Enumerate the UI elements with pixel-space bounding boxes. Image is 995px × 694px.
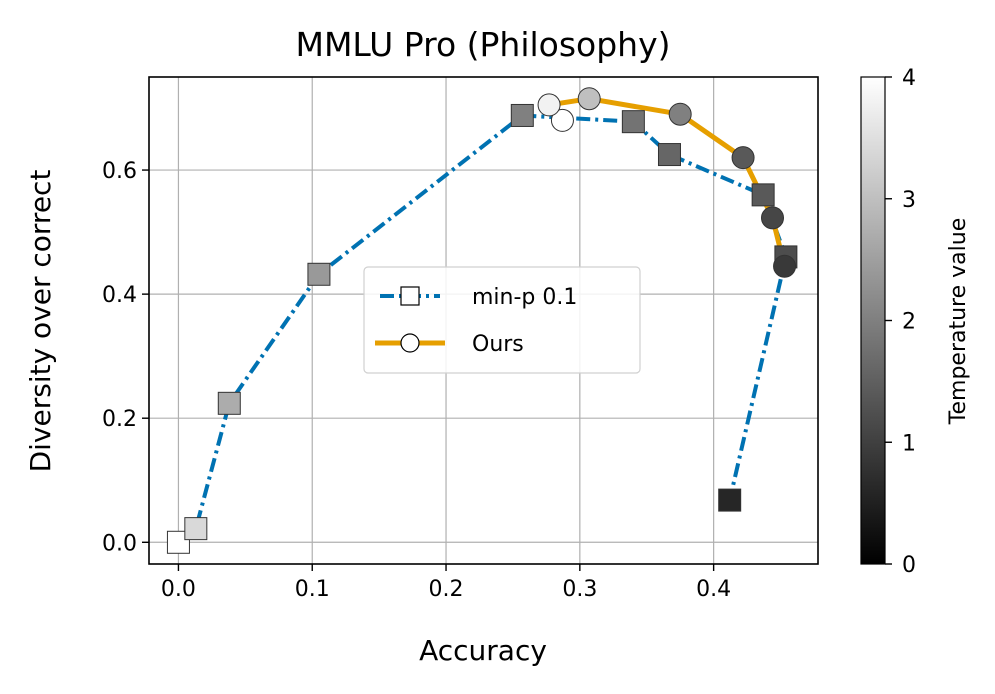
series-0-point [166,530,190,554]
series-1-point [731,146,755,170]
y-tick-label: 0.0 [102,531,137,556]
chart-title: MMLU Pro (Philosophy) [295,25,670,64]
series-0-point [307,262,331,286]
axis-ticks: 0.0 0.1 0.2 0.3 0.4 0.0 0.2 0.4 0.6 [102,159,731,602]
series-0-point [510,103,534,127]
colorbar-tick-label: 4 [902,66,916,91]
series-0-point [751,183,775,207]
x-tick-label: 0.0 [161,577,196,602]
x-tick-label: 0.3 [562,577,597,602]
legend-label-min-p: min-p 0.1 [472,285,577,310]
colorbar-gradient [860,76,886,565]
legend-label-ours: Ours [472,332,524,357]
series-1-point [577,87,601,111]
x-tick-label: 0.4 [696,577,731,602]
colorbar-tick-label: 3 [902,188,916,213]
series-0-point [217,391,241,415]
plot-frame [148,76,819,565]
series-line-0 [177,113,788,544]
series-0-point [621,110,645,134]
series-1-point [668,102,692,126]
series-1-point [773,254,797,278]
colorbar: 0 1 2 3 4 Temperature value [860,66,971,578]
y-tick-label: 0.2 [102,407,137,432]
series-1-point [537,93,561,117]
series-layer [166,87,798,554]
legend-box [363,266,641,374]
series-0-point [184,517,208,541]
colorbar-label: Temperature value [946,218,971,425]
colorbar-tick-label: 2 [902,310,916,335]
colorbar-tick-label: 1 [902,431,916,456]
legend: min-p 0.1 Ours [363,266,641,374]
y-axis-label: Diversity over correct [24,170,57,473]
series-line-1 [546,96,787,267]
series-0-point [657,143,681,167]
x-tick-label: 0.1 [295,577,330,602]
x-axis-label: Accuracy [419,634,547,667]
x-tick-label: 0.2 [429,577,464,602]
y-tick-label: 0.4 [102,283,137,308]
colorbar-tick-label: 0 [902,553,916,578]
series-1-point [550,108,574,132]
y-tick-label: 0.6 [102,159,137,184]
series-1-point [761,206,785,230]
legend-marker-square-icon [400,286,420,306]
colorbar-ticks: 0 1 2 3 4 [885,66,916,578]
legend-marker-circle-icon [400,333,420,353]
series-0-point [718,488,742,512]
